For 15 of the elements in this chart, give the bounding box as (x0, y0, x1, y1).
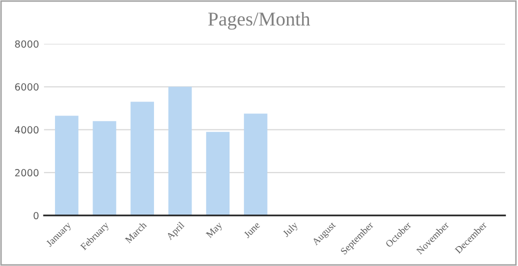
bar (206, 132, 230, 216)
y-tick-label: 8000 (15, 40, 39, 48)
y-tick-label: 4000 (14, 126, 39, 134)
bar (130, 102, 154, 216)
y-tick-label: 0 (34, 212, 39, 220)
bar (92, 121, 116, 216)
x-tick-label: June (243, 222, 260, 238)
bar (244, 114, 268, 216)
chart-title: Pages/Month (208, 12, 310, 30)
y-tick-label: 2000 (15, 169, 39, 176)
x-tick-label: July (282, 221, 300, 239)
x-tick-label: May (206, 221, 224, 240)
bar (168, 86, 192, 216)
bar (54, 116, 78, 216)
y-tick-label: 6000 (15, 83, 39, 91)
